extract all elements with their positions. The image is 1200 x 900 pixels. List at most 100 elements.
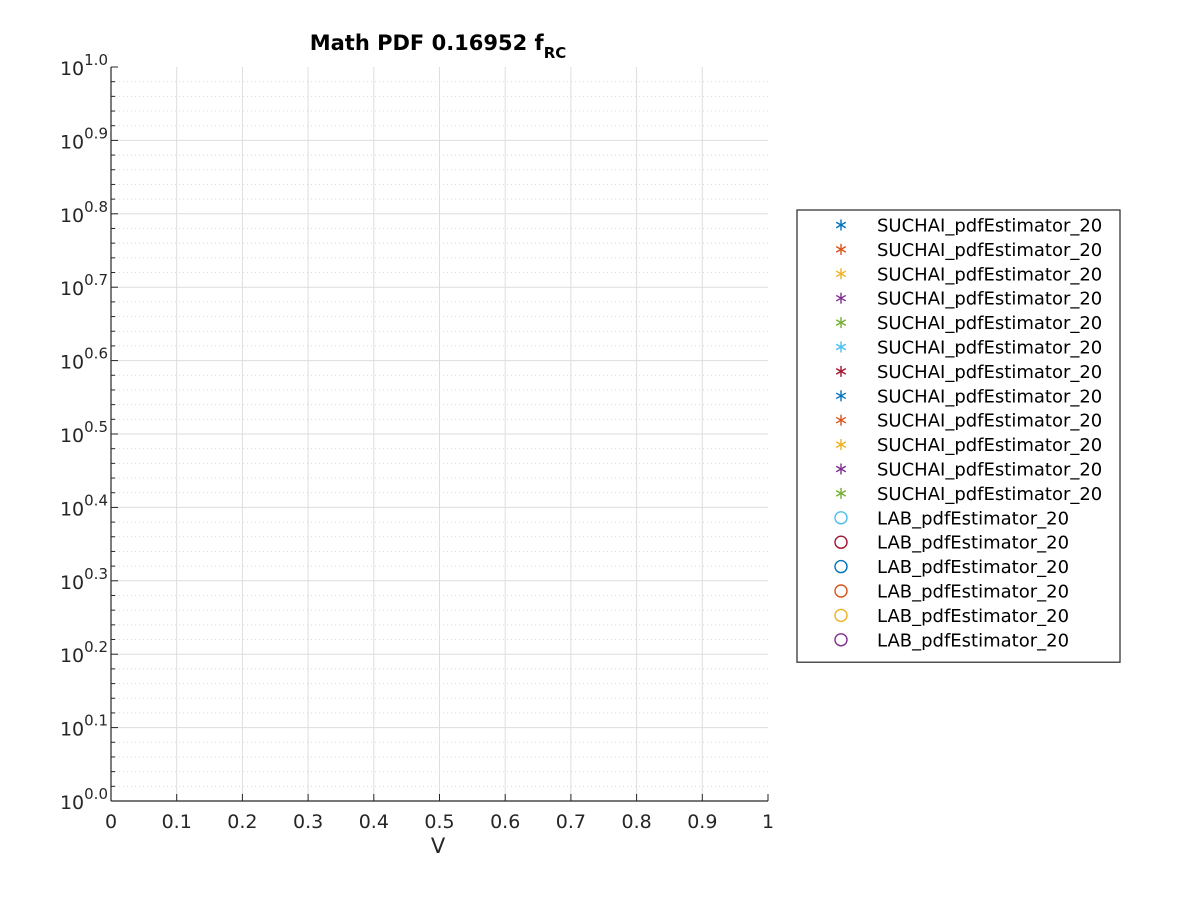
legend-entry: SUCHAI_pdfEstimator_20 — [835, 240, 1102, 261]
legend-label: SUCHAI_pdfEstimator_20 — [877, 313, 1102, 334]
legend-entry: SUCHAI_pdfEstimator_20 — [835, 313, 1102, 334]
asterisk-marker-icon — [835, 243, 847, 255]
y-tick-base: 10 — [60, 352, 84, 374]
y-tick-base: 10 — [60, 58, 84, 80]
y-tick-exponent: 0.6 — [84, 345, 108, 363]
y-tick-label: 100.0 — [60, 785, 108, 814]
asterisk-marker-icon — [835, 414, 847, 426]
x-axis-label: V — [431, 834, 446, 858]
y-tick-exponent: 0.0 — [84, 785, 108, 803]
legend-entry: SUCHAI_pdfEstimator_20 — [835, 484, 1102, 505]
y-tick-base: 10 — [60, 498, 84, 520]
legend-label: SUCHAI_pdfEstimator_20 — [877, 386, 1102, 407]
asterisk-marker-icon — [835, 268, 847, 280]
legend-label: SUCHAI_pdfEstimator_20 — [877, 460, 1102, 481]
y-tick-base: 10 — [60, 425, 84, 447]
asterisk-marker-icon — [835, 219, 847, 231]
y-tick-exponent: 0.7 — [84, 271, 108, 289]
legend-entry: LAB_pdfEstimator_20 — [834, 508, 1069, 529]
legend-label: SUCHAI_pdfEstimator_20 — [877, 264, 1102, 285]
x-tick-label: 0.4 — [359, 811, 389, 833]
legend-label: LAB_pdfEstimator_20 — [877, 557, 1069, 578]
legend-entry: LAB_pdfEstimator_20 — [834, 557, 1069, 578]
chart-title-main: Math PDF 0.16952 f — [310, 31, 545, 55]
y-tick-exponent: 0.9 — [84, 124, 108, 142]
circle-marker-icon — [834, 584, 848, 598]
y-tick-base: 10 — [60, 278, 84, 300]
y-tick-base: 10 — [60, 645, 84, 667]
asterisk-marker-icon — [835, 341, 847, 353]
y-tick-exponent: 0.5 — [84, 418, 108, 436]
marker-stroke — [835, 368, 847, 375]
legend-entry: LAB_pdfEstimator_20 — [834, 630, 1069, 651]
y-tick-exponent: 0.2 — [84, 638, 108, 656]
x-tick-label: 0.1 — [162, 811, 192, 833]
y-tick-base: 10 — [60, 205, 84, 227]
y-tick-label: 101.0 — [60, 51, 108, 80]
axes — [110, 66, 769, 802]
asterisk-marker-icon — [835, 439, 847, 451]
legend-label: SUCHAI_pdfEstimator_20 — [877, 338, 1102, 359]
y-tick-exponent: 0.3 — [84, 565, 108, 583]
circle-marker-icon — [834, 535, 848, 549]
legend-entry: SUCHAI_pdfEstimator_20 — [835, 264, 1102, 285]
circle-marker-icon — [834, 559, 848, 574]
x-tick-label: 0.6 — [490, 811, 520, 833]
legend-entry: SUCHAI_pdfEstimator_20 — [835, 362, 1102, 383]
legend-entry: SUCHAI_pdfEstimator_20 — [835, 460, 1102, 481]
marker-stroke — [835, 441, 847, 448]
legend-entry: LAB_pdfEstimator_20 — [834, 582, 1069, 603]
y-tick-base: 10 — [60, 572, 84, 594]
circle-marker-icon — [834, 633, 848, 647]
tick-labels: 0 0.1 0.2 0.3 0.4 0.5 0.6 0.7 0.8 0.9 1100.0100.11… — [60, 51, 774, 833]
y-tick-label: 100.4 — [60, 491, 108, 520]
y-tick-label: 100.9 — [60, 124, 108, 153]
legend-label: SUCHAI_pdfEstimator_20 — [877, 411, 1102, 432]
x-tick-label: 0.8 — [621, 811, 651, 833]
asterisk-marker-icon — [835, 390, 847, 402]
legend-label: SUCHAI_pdfEstimator_20 — [877, 435, 1102, 456]
legend-label: LAB_pdfEstimator_20 — [877, 630, 1069, 651]
legend-box — [796, 209, 1121, 663]
legend-label: SUCHAI_pdfEstimator_20 — [877, 240, 1102, 261]
y-tick-base: 10 — [60, 131, 84, 153]
asterisk-marker-icon — [835, 487, 847, 499]
marker-stroke — [835, 392, 847, 400]
y-tick-label: 100.6 — [60, 345, 108, 374]
y-tick-base: 10 — [60, 792, 84, 814]
x-tick-label: 0.5 — [424, 811, 454, 833]
marker-stroke — [835, 221, 847, 229]
asterisk-marker-icon — [835, 463, 847, 475]
y-tick-exponent: 0.4 — [84, 491, 108, 509]
x-tick-label: 0 — [105, 811, 117, 833]
chart-title-subscript: RC — [544, 44, 567, 62]
marker-stroke — [835, 270, 847, 278]
legend-entry: LAB_pdfEstimator_20 — [834, 533, 1069, 554]
legend-label: LAB_pdfEstimator_20 — [877, 533, 1069, 554]
y-tick-exponent: 1.0 — [84, 51, 108, 69]
circle-marker-icon — [834, 511, 848, 525]
y-tick-exponent: 0.8 — [84, 198, 108, 216]
marker-stroke — [835, 246, 847, 253]
legend-entry: SUCHAI_pdfEstimator_20 — [835, 216, 1102, 237]
marker-stroke — [835, 319, 847, 326]
x-tick-label: 0.2 — [227, 811, 257, 833]
y-tick-label: 100.8 — [60, 198, 108, 227]
marker-stroke — [835, 490, 847, 497]
y-tick-exponent: 0.1 — [84, 712, 108, 730]
y-tick-label: 100.5 — [60, 418, 108, 447]
legend-entry: SUCHAI_pdfEstimator_20 — [835, 338, 1102, 359]
legend-label: SUCHAI_pdfEstimator_20 — [877, 216, 1102, 237]
x-tick-label: 0.3 — [293, 811, 323, 833]
legend-label: LAB_pdfEstimator_20 — [877, 606, 1069, 627]
legend-label: SUCHAI_pdfEstimator_20 — [877, 289, 1102, 310]
marker-stroke — [835, 465, 847, 473]
legend-entry: SUCHAI_pdfEstimator_20 — [835, 435, 1102, 456]
legend-entry: SUCHAI_pdfEstimator_20 — [835, 411, 1102, 432]
legend-entry: LAB_pdfEstimator_20 — [834, 606, 1069, 627]
circle-marker-icon — [834, 608, 848, 623]
legend-label: LAB_pdfEstimator_20 — [877, 582, 1069, 603]
y-tick-label: 100.7 — [60, 271, 108, 300]
x-tick-label: 1 — [762, 811, 774, 833]
